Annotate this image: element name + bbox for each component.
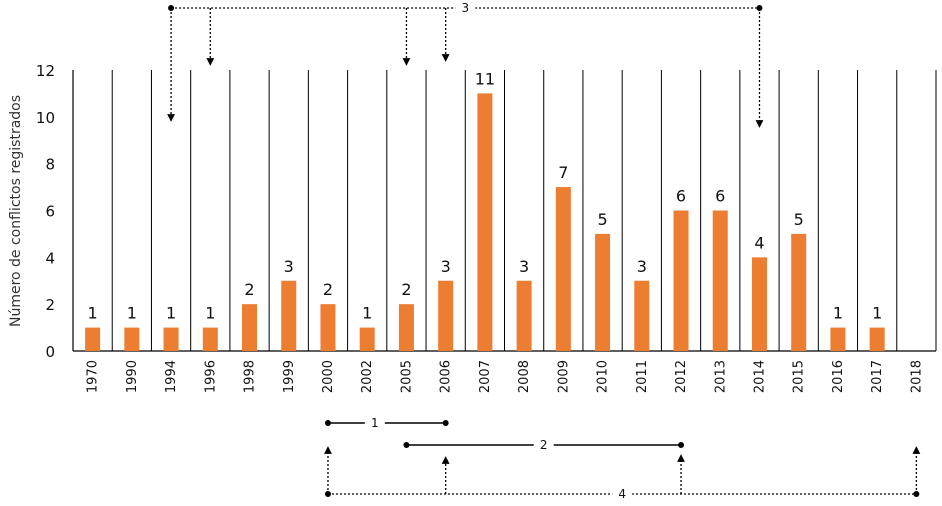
- x-tick-label-1970: 1970: [86, 360, 101, 393]
- bar-1999: [281, 280, 297, 351]
- bar-2008: [516, 280, 532, 351]
- annotation-dot: [442, 420, 449, 426]
- y-tick-label: 10: [36, 109, 55, 127]
- x-tick-label-1994: 1994: [164, 360, 179, 393]
- annotation-3: 3: [167, 0, 764, 128]
- x-tick-label-2013: 2013: [713, 360, 728, 393]
- annotation-dot: [324, 420, 331, 426]
- bar-2013: [712, 210, 728, 351]
- annotations: 3 1 2 4: [167, 0, 921, 502]
- x-tick-label-2012: 2012: [674, 360, 689, 393]
- annotation-label: 3: [461, 1, 469, 15]
- x-tick-label-2016: 2016: [831, 360, 846, 393]
- value-label-2016: 1: [833, 304, 843, 323]
- value-label-1990: 1: [127, 304, 137, 323]
- y-tick-label: 6: [45, 203, 55, 221]
- y-tick-label: 8: [45, 156, 55, 174]
- annotation-label: 1: [371, 416, 379, 430]
- bar-2000: [320, 304, 336, 351]
- annotation-dot: [403, 442, 410, 448]
- bar-1996: [202, 327, 218, 351]
- x-tick-label-2010: 2010: [596, 360, 611, 393]
- y-ticks: 0 2 4 6 8 10 12: [36, 62, 55, 361]
- value-label-2007: 11: [475, 69, 495, 88]
- value-label-2000: 2: [323, 280, 333, 299]
- value-label-2015: 5: [794, 210, 804, 229]
- y-tick-label: 12: [36, 62, 55, 80]
- bar-2007: [477, 93, 493, 352]
- x-tick-label-1996: 1996: [203, 360, 218, 393]
- bar-2009: [555, 187, 571, 351]
- y-tick-label: 2: [45, 296, 55, 314]
- bar-2015: [791, 233, 807, 351]
- bar-2006: [438, 280, 454, 351]
- value-label-1998: 2: [244, 280, 254, 299]
- x-tick-label-2009: 2009: [556, 360, 571, 393]
- annotation-dot: [678, 442, 685, 448]
- x-tick-label-2017: 2017: [870, 360, 885, 393]
- value-label-1996: 1: [205, 304, 215, 323]
- value-label-2006: 3: [441, 257, 451, 276]
- x-tick-label-1999: 1999: [282, 360, 297, 393]
- annotation-2: 2: [403, 437, 685, 453]
- value-label-2008: 3: [519, 257, 529, 276]
- value-label-1970: 1: [88, 304, 98, 323]
- bar-2012: [673, 210, 689, 351]
- x-tick-label-2000: 2000: [321, 360, 336, 393]
- bars: [85, 93, 885, 352]
- bar-2011: [634, 280, 650, 351]
- annotation-4: 4: [324, 446, 921, 502]
- bar-1998: [242, 304, 258, 351]
- value-label-2010: 5: [597, 210, 607, 229]
- x-tick-label-2011: 2011: [635, 360, 650, 393]
- value-label-2017: 1: [872, 304, 882, 323]
- value-label-2014: 4: [754, 233, 764, 252]
- grid-lines: [72, 70, 937, 352]
- x-ticks: 1970 1990 1994 1996 1998 1999 2000 2002 2005 2006…: [86, 360, 925, 393]
- x-tick-label-2015: 2015: [792, 360, 807, 393]
- x-tick-label-2014: 2014: [752, 360, 767, 393]
- bar-2005: [398, 304, 414, 351]
- value-label-2013: 6: [715, 187, 725, 206]
- annotation-label: 4: [618, 487, 626, 501]
- annotation-label-bg: [533, 437, 554, 453]
- bar-1970: [85, 327, 101, 351]
- annotation-label-bg: [364, 415, 385, 431]
- x-tick-label-2007: 2007: [478, 360, 493, 393]
- value-label-2009: 7: [558, 163, 568, 182]
- y-axis-label: Número de conflictos registrados: [8, 95, 24, 327]
- bar-2017: [869, 327, 885, 351]
- annotation-1: 1: [324, 415, 449, 431]
- x-tick-label-2008: 2008: [517, 360, 532, 393]
- bar-2014: [751, 257, 767, 351]
- value-label-2012: 6: [676, 187, 686, 206]
- bar-2002: [359, 327, 375, 351]
- value-label-1994: 1: [166, 304, 176, 323]
- annotation-label-bg: [612, 486, 633, 502]
- x-tick-label-2005: 2005: [399, 360, 414, 393]
- value-label-2011: 3: [637, 257, 647, 276]
- bar-2016: [830, 327, 846, 351]
- value-label-2002: 1: [362, 304, 372, 323]
- x-tick-label-2018: 2018: [909, 360, 924, 393]
- bar-1990: [124, 327, 140, 351]
- x-tick-label-1990: 1990: [125, 360, 140, 393]
- x-tick-label-2002: 2002: [360, 360, 375, 393]
- y-tick-label: 0: [45, 343, 55, 361]
- x-tick-label-2006: 2006: [439, 360, 454, 393]
- annotation-label: 2: [540, 438, 548, 452]
- x-tick-label-1998: 1998: [243, 360, 258, 393]
- value-label-1999: 3: [284, 257, 294, 276]
- y-tick-label: 4: [45, 249, 55, 267]
- annotation-label-bg: [455, 0, 476, 16]
- bar-2010: [595, 233, 611, 351]
- bar-1994: [163, 327, 179, 351]
- value-label-2005: 2: [401, 280, 411, 299]
